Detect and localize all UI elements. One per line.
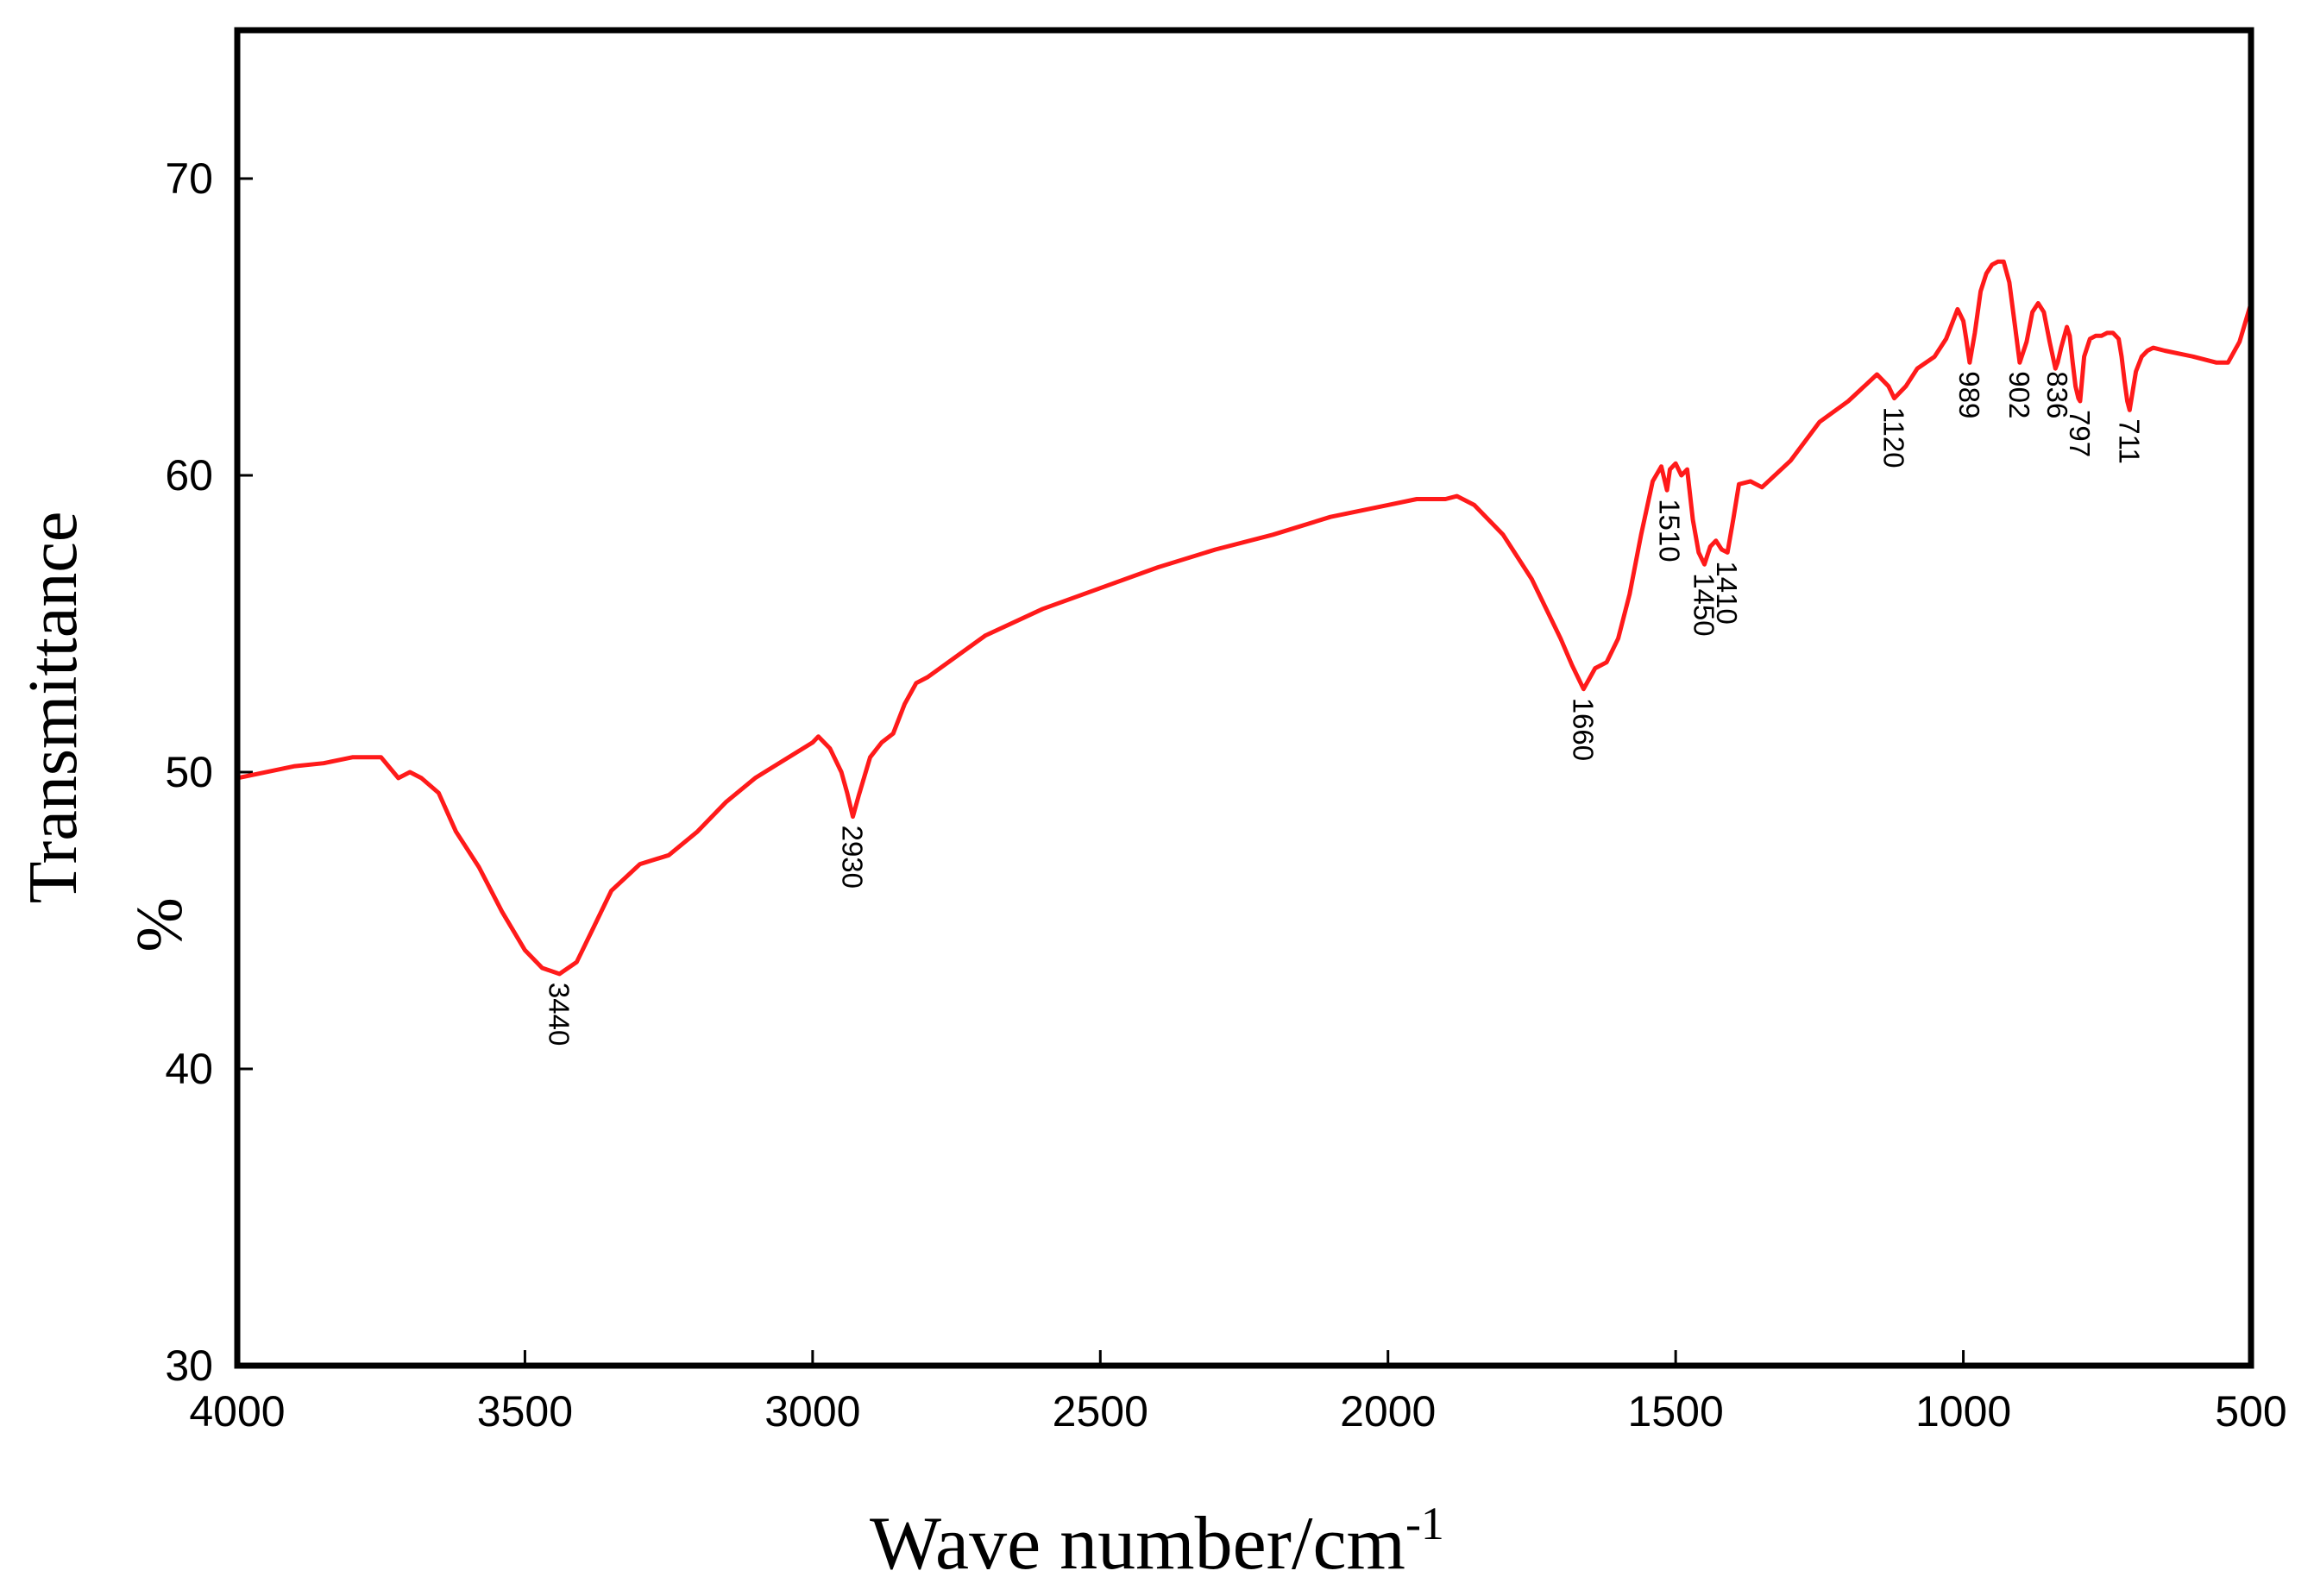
x-axis-ticks: 4000 3500 3000 2500 2000 1500 1000 500 bbox=[189, 1350, 2287, 1436]
x-tick-label: 3000 bbox=[764, 1387, 860, 1436]
y-tick-label: 70 bbox=[165, 154, 213, 203]
x-tick-label: 4000 bbox=[189, 1387, 285, 1436]
series-layer bbox=[237, 259, 2251, 977]
peak-label: 1660 bbox=[1567, 698, 1599, 761]
peak-label: 1510 bbox=[1654, 499, 1686, 562]
y-tick-label: 50 bbox=[165, 748, 213, 796]
x-tick-label: 3500 bbox=[477, 1387, 573, 1436]
y-tick-label: 40 bbox=[165, 1045, 213, 1093]
y-axis-title: Transmittance bbox=[16, 512, 91, 904]
peak-label: 3440 bbox=[543, 983, 575, 1046]
y-tick-label: 30 bbox=[165, 1342, 213, 1390]
peak-label: 989 bbox=[1953, 371, 1985, 418]
peak-label: 711 bbox=[2113, 418, 2145, 464]
peak-label: 902 bbox=[2003, 371, 2035, 418]
y-axis-unit: % bbox=[123, 897, 196, 952]
y-axis-ticks: 30 40 50 60 70 bbox=[165, 154, 253, 1390]
peak-label: 1120 bbox=[1878, 407, 1910, 468]
x-axis-title: Wave number/cm-1 bbox=[870, 1498, 1444, 1586]
x-tick-label: 500 bbox=[2215, 1387, 2286, 1436]
x-axis-title-main: Wave number/cm bbox=[870, 1502, 1405, 1586]
x-axis-title-superscript: -1 bbox=[1405, 1498, 1444, 1549]
x-tick-label: 2000 bbox=[1340, 1387, 1436, 1436]
x-tick-label: 1000 bbox=[1915, 1387, 2011, 1436]
y-tick-label: 60 bbox=[165, 451, 213, 500]
peak-label: 836 bbox=[2041, 371, 2073, 418]
peak-label: 797 bbox=[2064, 410, 2096, 457]
peak-label: 2930 bbox=[837, 826, 869, 889]
spectrum-line bbox=[237, 259, 2251, 977]
plot-frame bbox=[234, 27, 2254, 1369]
peak-label: 1450 bbox=[1688, 573, 1720, 636]
peak-label: 1410 bbox=[1711, 561, 1743, 624]
x-tick-label: 1500 bbox=[1628, 1387, 1724, 1436]
x-tick-label: 2500 bbox=[1053, 1387, 1148, 1436]
